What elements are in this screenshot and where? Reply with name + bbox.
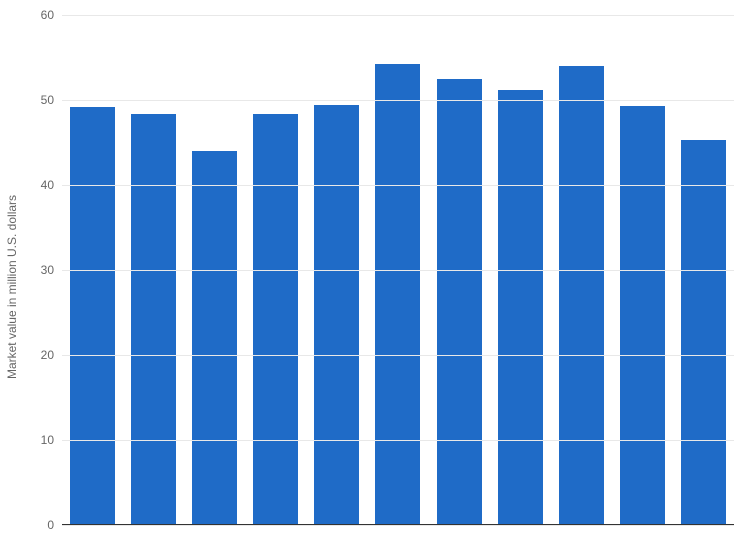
y-tick-label: 40	[41, 178, 54, 192]
y-tick-label: 10	[41, 433, 54, 447]
bar	[70, 107, 115, 525]
bar	[620, 106, 665, 525]
bar	[314, 105, 359, 525]
bar	[437, 79, 482, 525]
y-axis-label: Market value in million U.S. dollars	[5, 195, 19, 379]
chart-container: Market value in million U.S. dollars 010…	[0, 0, 754, 560]
bar	[559, 66, 604, 525]
grid-line	[62, 15, 734, 16]
bar	[131, 114, 176, 525]
grid-line	[62, 525, 734, 526]
grid-line	[62, 100, 734, 101]
y-tick-label: 60	[41, 8, 54, 22]
grid-line	[62, 270, 734, 271]
bar	[375, 64, 420, 525]
plot-area: 0102030405060	[62, 15, 734, 525]
y-tick-label: 50	[41, 93, 54, 107]
bar	[192, 151, 237, 525]
bar	[498, 90, 543, 525]
y-tick-label: 30	[41, 263, 54, 277]
bar	[253, 114, 298, 525]
grid-line	[62, 185, 734, 186]
y-tick-label: 20	[41, 348, 54, 362]
y-tick-label: 0	[47, 518, 54, 532]
grid-line	[62, 440, 734, 441]
grid-line	[62, 355, 734, 356]
bar	[681, 140, 726, 525]
